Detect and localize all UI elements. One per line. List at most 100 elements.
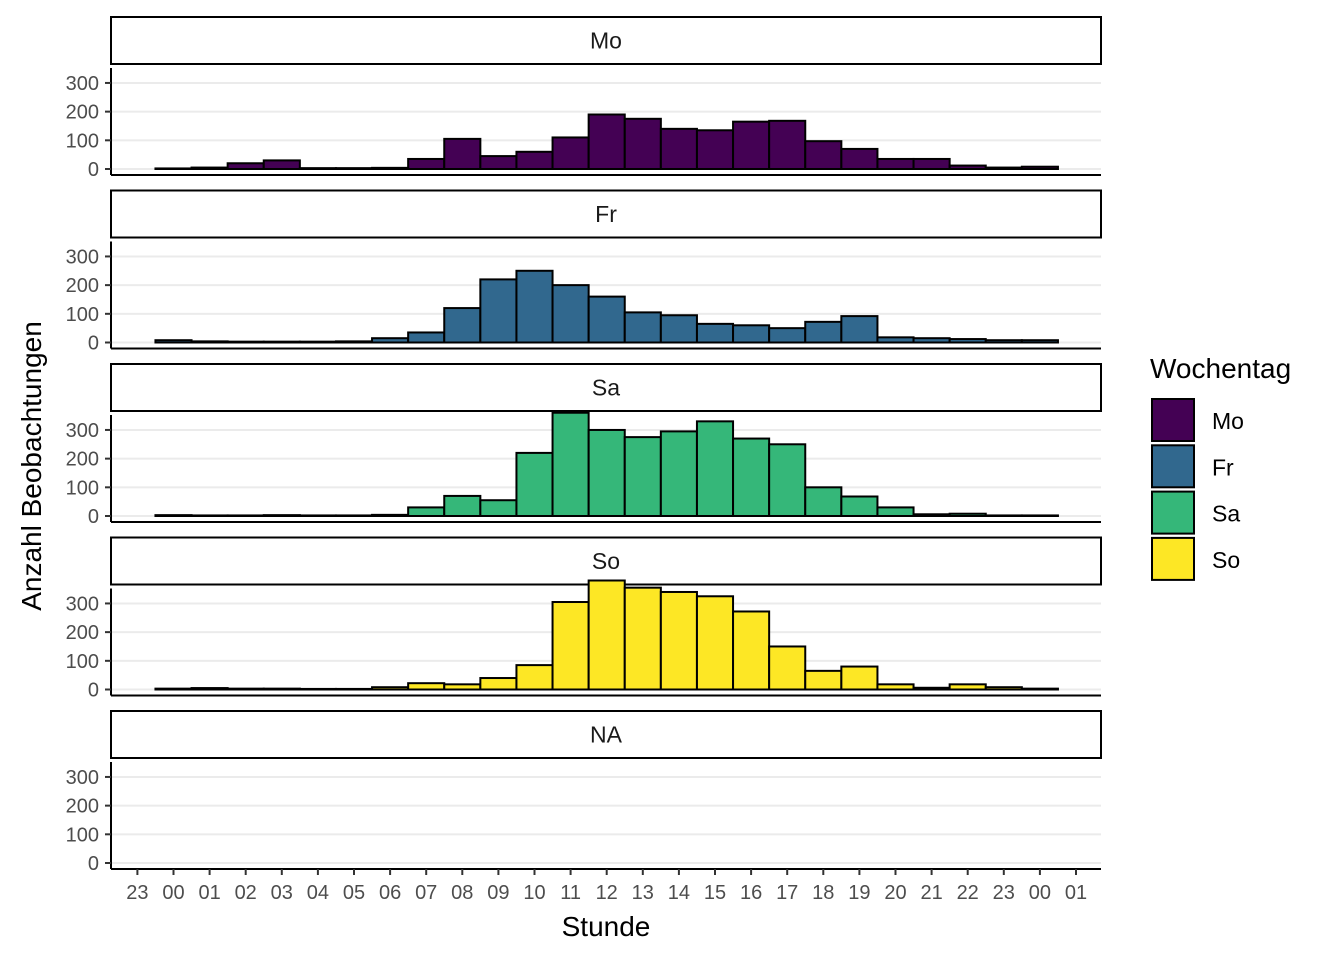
histogram-bar [226,687,265,691]
histogram-bar [840,147,879,170]
histogram-bar [695,420,735,517]
x-tick-label: 18 [812,882,834,904]
x-tick-label: 15 [704,882,726,904]
y-tick-label: 0 [88,333,99,355]
y-tick-label: 0 [88,506,99,528]
histogram-bar [1020,514,1059,518]
histogram-bar [623,436,662,517]
x-tick-label: 23 [993,882,1015,904]
facet-strip-fr [110,189,1102,239]
histogram-bar [623,311,662,344]
histogram-bar [732,120,771,170]
legend-label: So [1212,547,1240,573]
y-tick-label: 0 [88,159,99,181]
x-tick-label: 00 [1029,882,1051,904]
histogram-bar [840,495,879,518]
y-tick-label: 300 [66,420,99,442]
x-tick-label: 01 [1065,882,1087,904]
histogram-bar [334,167,374,171]
histogram-bar [479,677,518,691]
histogram-bar [659,590,698,691]
x-tick-label: 22 [957,882,979,904]
histogram-bar [479,155,518,170]
histogram-bar [334,340,374,344]
x-tick-label: 16 [740,882,762,904]
facet-strip-label: Sa [592,375,620,401]
histogram-bar [948,164,987,170]
y-tick-label: 0 [88,680,99,702]
facet-strip-label: So [592,548,620,574]
legend-label: Mo [1212,408,1244,434]
histogram-bar [443,683,482,691]
facet-strip-label: Mo [590,28,622,54]
histogram-bar [948,683,987,691]
y-tick-label: 100 [66,477,99,499]
histogram-bar [623,117,662,171]
histogram-bar [298,514,337,518]
y-tick-label: 300 [66,73,99,95]
histogram-bar [298,340,337,344]
histogram-bar [984,686,1023,691]
legend-label: Sa [1212,501,1240,527]
histogram-bar [840,315,879,344]
y-tick-label: 300 [66,767,99,789]
facet-strip-label: NA [590,722,623,748]
legend-label: Fr [1212,454,1234,480]
x-tick-label: 17 [776,882,798,904]
histogram-bar [407,506,446,518]
histogram-bar [659,430,698,518]
histogram-bar [876,336,915,344]
histogram-bar [407,157,446,170]
histogram-bar [948,512,987,517]
legend-title: Wochentag [1150,353,1291,384]
y-tick-label: 100 [66,824,99,846]
histogram-bar [876,506,915,518]
y-tick-label: 100 [66,304,99,326]
histogram-bar [659,314,698,344]
histogram-bar [479,278,518,344]
histogram-bar [226,514,265,518]
histogram-bar [515,664,554,691]
histogram-bar [443,494,482,517]
x-tick-label: 03 [271,882,293,904]
histogram-bar [587,428,626,517]
histogram-bar [334,687,374,691]
x-tick-label: 08 [451,882,473,904]
x-tick-label: 02 [235,882,257,904]
y-axis-title: Anzahl Beobachtungen [16,321,47,611]
histogram-bar [804,486,843,518]
histogram-bar [768,327,807,344]
y-tick-label: 300 [66,246,99,268]
histogram-bar [768,645,807,691]
facet-strip-so [110,536,1102,586]
histogram-bar [371,337,410,344]
histogram-bar [154,687,193,691]
y-tick-label: 100 [66,130,99,152]
histogram-bar [659,127,698,170]
histogram-bar [984,514,1023,518]
y-tick-label: 200 [66,796,99,818]
histogram-bar [551,136,590,171]
histogram-bar [190,687,229,691]
histogram-bar [1020,687,1059,691]
x-tick-label: 04 [307,882,329,904]
histogram-bar [587,113,626,170]
histogram-bar [551,601,590,691]
histogram-bar [804,140,843,170]
x-tick-label: 20 [884,882,906,904]
histogram-bar [768,119,807,170]
x-tick-label: 09 [487,882,509,904]
facet-strip-na [110,710,1102,759]
histogram-bar [407,331,446,344]
facet-strip-mo [110,16,1102,65]
histogram-bar [479,499,518,518]
histogram-bar [984,166,1023,171]
histogram-bar [623,586,662,691]
y-tick-label: 300 [66,593,99,615]
x-axis-title: Stunde [562,911,651,942]
x-tick-label: 13 [632,882,654,904]
histogram-bar [695,322,735,344]
y-tick-label: 200 [66,102,99,124]
